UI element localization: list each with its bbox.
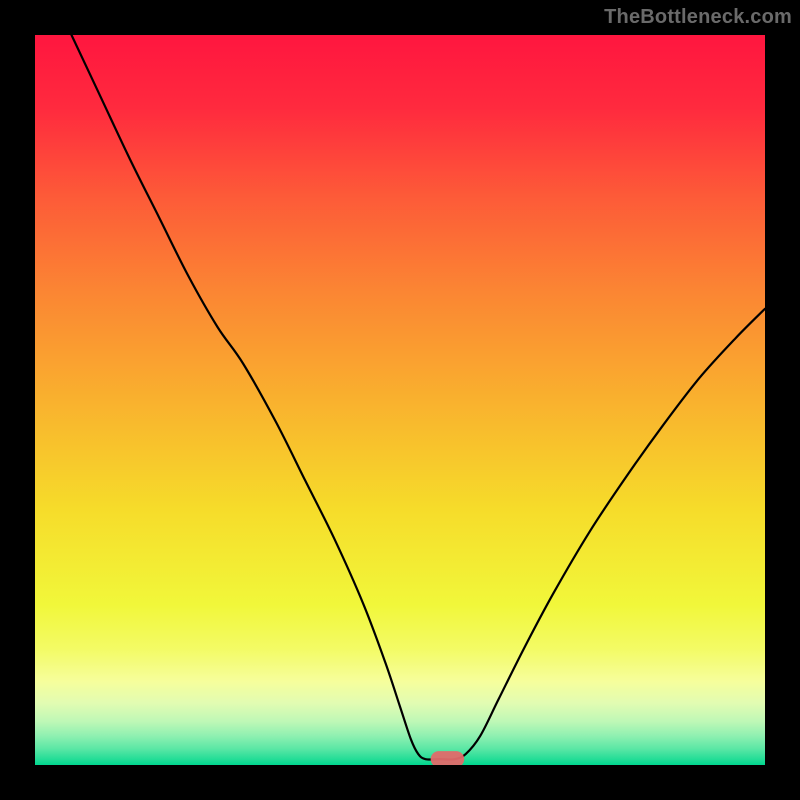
optimum-marker <box>431 751 465 765</box>
gradient-background <box>35 35 765 765</box>
plot-area <box>35 35 765 765</box>
chart-svg <box>35 35 765 765</box>
watermark-text: TheBottleneck.com <box>604 6 792 29</box>
chart-frame: TheBottleneck.com <box>0 0 800 800</box>
